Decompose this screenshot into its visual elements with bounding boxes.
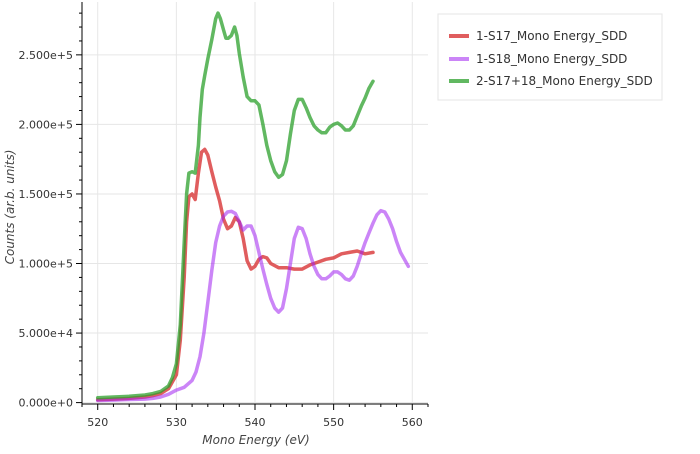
series-line-3[interactable] — [95, 11, 375, 400]
y-tick-label: 1.000e+5 — [19, 258, 73, 271]
legend-label: 1-S17_Mono Energy_SDD — [476, 29, 627, 43]
y-tick-label: 2.000e+5 — [19, 118, 73, 131]
x-tick-label: 560 — [402, 416, 423, 429]
series-layer — [95, 11, 411, 403]
legend-item[interactable]: 1-S17_Mono Energy_SDD — [449, 29, 627, 43]
y-ticks: 0.000e+0 5.000e+4 1.000e+5 1.500e+5 2.000e+5… — [19, 12, 82, 410]
legend-item[interactable]: 2-S17+18_Mono Energy_SDD — [449, 74, 653, 88]
legend-box — [437, 13, 663, 101]
legend: 1-S17_Mono Energy_SDD 1-S18_Mono Energy_… — [437, 13, 663, 101]
x-tick-label: 550 — [323, 416, 344, 429]
y-axis-title: Counts (ar.b. units) — [3, 150, 17, 265]
x-tick-label: 530 — [166, 416, 187, 429]
y-tick-label: 2.500e+5 — [19, 49, 73, 62]
x-tick-label: 540 — [245, 416, 266, 429]
y-tick-label: 5.000e+4 — [19, 327, 73, 340]
y-tick-label: 1.500e+5 — [19, 188, 73, 201]
x-tick-label: 520 — [87, 416, 108, 429]
legend-label: 1-S18_Mono Energy_SDD — [476, 52, 627, 66]
x-axis-title: Mono Energy (eV) — [202, 433, 309, 447]
legend-item[interactable]: 1-S18_Mono Energy_SDD — [449, 52, 627, 66]
x-ticks: 520 530 540 550 560 — [81, 404, 429, 429]
legend-label: 2-S17+18_Mono Energy_SDD — [476, 74, 653, 88]
series-line-2[interactable] — [95, 208, 411, 403]
grid-lines — [82, 2, 428, 404]
y-tick-label: 0.000e+0 — [19, 397, 73, 410]
